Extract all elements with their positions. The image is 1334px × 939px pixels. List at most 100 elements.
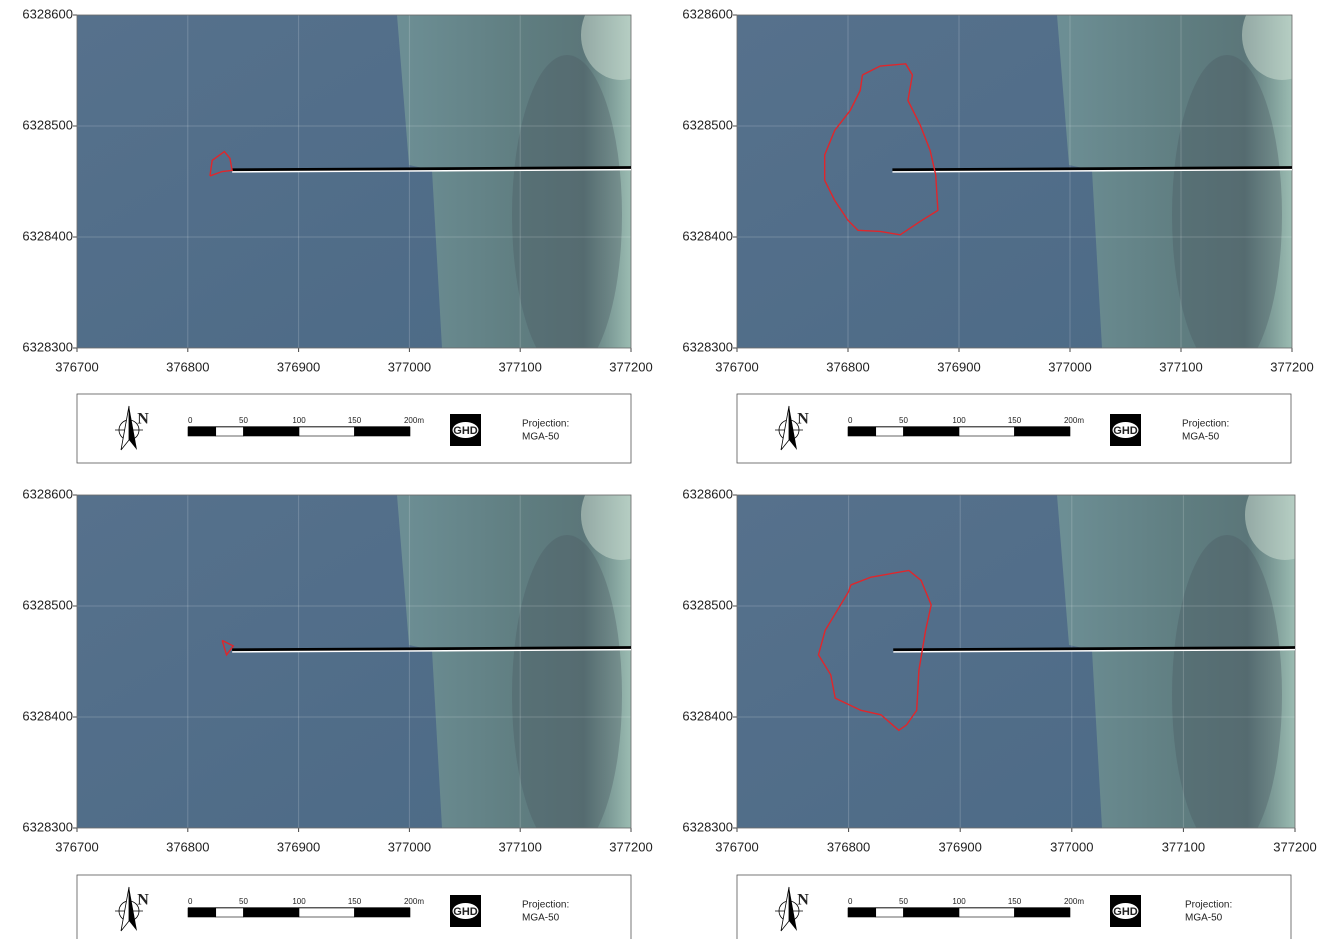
scale-bar-segment (876, 908, 904, 917)
y-tick-label: 6328600 (682, 6, 733, 21)
map-panel: 3767003768003769003770003771003772006328… (22, 470, 661, 855)
north-label: N (797, 411, 809, 428)
projection-text: Projection: (522, 900, 569, 911)
scale-label: 50 (239, 897, 248, 906)
scale-label: 100 (292, 897, 306, 906)
x-tick-label: 377000 (1048, 359, 1091, 374)
logo-text: GHD (453, 906, 478, 918)
scale-bar-segment (216, 427, 244, 436)
scale-label: 200m (404, 897, 424, 906)
scale-bar-segment (876, 427, 904, 436)
seagrass (1172, 535, 1282, 855)
x-tick-label: 376700 (55, 839, 98, 854)
scale-bar-segment (848, 427, 876, 436)
scale-bar-segment (188, 427, 216, 436)
north-label: N (137, 411, 149, 428)
logo-text: GHD (1113, 906, 1138, 918)
seagrass (1172, 55, 1282, 375)
y-tick-label: 6328300 (682, 339, 733, 354)
scale-bar-segment (299, 908, 355, 917)
x-tick-label: 377100 (1162, 839, 1205, 854)
shore-glare (1245, 470, 1325, 560)
x-tick-label: 376900 (937, 359, 980, 374)
x-tick-label: 377200 (1273, 839, 1316, 854)
shore-glare (581, 470, 661, 560)
x-tick-label: 377100 (499, 359, 542, 374)
x-tick-label: 376700 (55, 359, 98, 374)
page: 376700 376800 376900 377000 377100 377200 6328… (0, 0, 1334, 939)
x-tick-label: 377200 (609, 359, 652, 374)
x-tick-label: 376900 (939, 839, 982, 854)
scale-label: 50 (899, 897, 908, 906)
projection-text: Projection: (1185, 900, 1232, 911)
scale-bar-segment (904, 427, 960, 436)
y-tick-label: 6328300 (22, 819, 73, 834)
scale-label: 50 (899, 416, 908, 425)
logo-text: GHD (1113, 425, 1138, 437)
north-label: N (797, 892, 809, 909)
aerial-image (737, 470, 1325, 855)
y-tick-label: 6328400 (682, 228, 733, 243)
scale-bar-segment (244, 427, 300, 436)
logo-text: GHD (453, 425, 478, 437)
projection-text: MGA-50 (522, 913, 560, 924)
projection-text: Projection: (522, 419, 569, 430)
scale-label: 100 (952, 897, 966, 906)
scale-bar-segment (1015, 427, 1071, 436)
scale-label: 150 (348, 897, 362, 906)
scale-label: 0 (188, 897, 193, 906)
legend-box: N 0 50 100 150 200m GHD Projection: MGA-50 (737, 875, 1291, 939)
projection-text: MGA-50 (1185, 913, 1223, 924)
y-tick-label: 6328500 (682, 597, 733, 612)
x-tick-label: 376800 (826, 359, 869, 374)
scale-bar-segment (244, 908, 300, 917)
scale-label: 50 (239, 416, 248, 425)
x-tick-label: 377100 (1159, 359, 1202, 374)
x-tick-label: 377200 (609, 839, 652, 854)
scale-label: 100 (952, 416, 966, 425)
legend-box: N050100150200mGHDProjection:MGA-50 (737, 394, 1291, 463)
x-tick-label: 377000 (1050, 839, 1093, 854)
projection-text: Projection: (1182, 419, 1229, 430)
y-tick-label: 6328300 (22, 339, 73, 354)
scale-label: 100 (292, 416, 306, 425)
scale-bar-segment (355, 427, 411, 436)
scale-label: 150 (348, 416, 362, 425)
x-tick-label: 376900 (277, 359, 320, 374)
x-tick-label: 376800 (166, 839, 209, 854)
aerial-image (737, 0, 1322, 375)
scale-bar-segment (299, 427, 355, 436)
x-tick-label: 376700 (715, 359, 758, 374)
y-tick-label: 6328400 (22, 708, 73, 723)
scale-label: 200m (1064, 416, 1084, 425)
scale-label: 200m (1064, 897, 1084, 906)
seagrass (512, 535, 622, 855)
x-tick-label: 377000 (388, 359, 431, 374)
y-tick-label: 6328600 (22, 486, 73, 501)
y-tick-label: 6328300 (682, 819, 733, 834)
aerial-image (77, 0, 661, 375)
y-tick-label: 6328500 (682, 117, 733, 132)
map-panel: 376700 376800 376900 377000 377100 377200 6328… (22, 0, 661, 375)
scale-bar-segment (1015, 908, 1071, 917)
y-tick-label: 6328500 (22, 117, 73, 132)
figure: 376700 376800 376900 377000 377100 377200 6328… (0, 0, 1334, 939)
y-tick-label: 6328500 (22, 597, 73, 612)
x-tick-label: 376800 (166, 359, 209, 374)
scale-bar-segment (216, 908, 244, 917)
y-tick-label: 6328600 (682, 486, 733, 501)
scale-label: 150 (1008, 897, 1022, 906)
scale-label: 0 (848, 897, 853, 906)
scale-label: 150 (1008, 416, 1022, 425)
scale-bar-segment (355, 908, 411, 917)
x-tick-label: 377000 (388, 839, 431, 854)
north-label: N (137, 892, 149, 909)
scale-bar-segment (959, 908, 1015, 917)
scale-bar-segment (188, 908, 216, 917)
scale-bar-segment (904, 908, 960, 917)
projection-text: MGA-50 (1182, 432, 1220, 443)
scale-bar-segment (848, 908, 876, 917)
